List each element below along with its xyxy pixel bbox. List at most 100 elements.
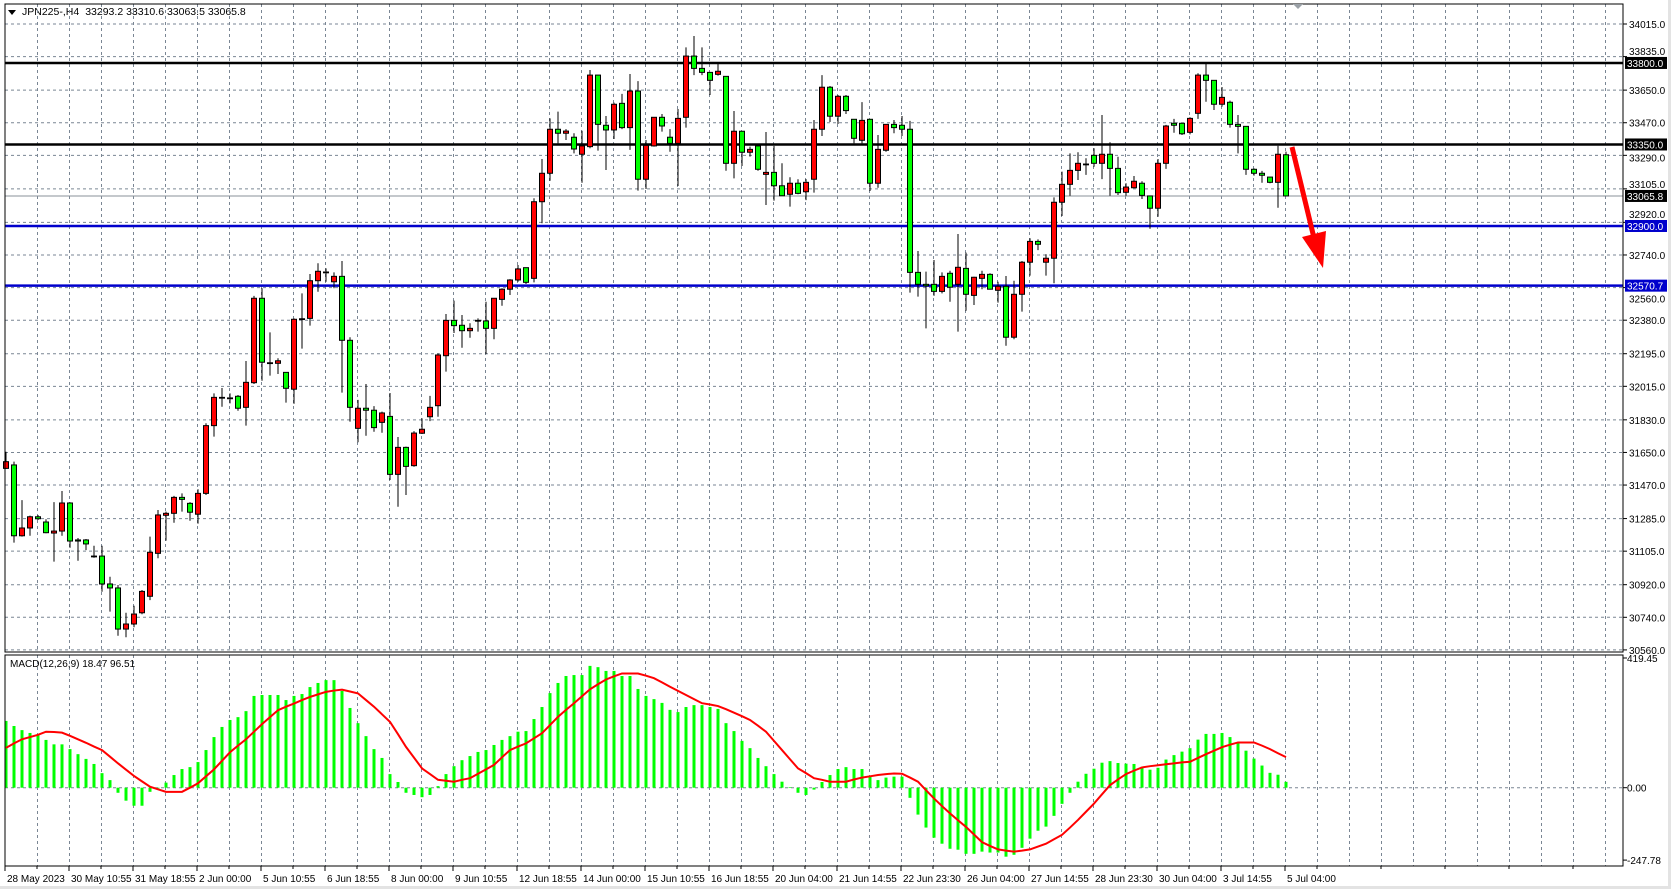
bear-candle (283, 371, 289, 389)
bear-candle (771, 171, 777, 187)
macd-histogram-bar (1180, 751, 1184, 788)
macd-histogram-bar (692, 705, 696, 788)
macd-histogram-bar (1220, 732, 1224, 788)
macd-histogram-bar (708, 707, 712, 788)
macd-histogram-bar (780, 781, 784, 788)
panel-frames (4, 3, 1624, 867)
bull-candle (763, 171, 769, 175)
bull-candle (1067, 169, 1073, 185)
price-tick-label: 31830.0 (1629, 416, 1666, 427)
bull-candle (411, 432, 417, 467)
macd-histogram-bar (140, 787, 144, 806)
macd-histogram-bar (852, 769, 856, 788)
macd-histogram-bar (1060, 787, 1064, 804)
bull-candle (227, 397, 233, 400)
bull-candle (155, 514, 161, 554)
bull-candle (275, 360, 281, 364)
macd-histogram-bar (1052, 787, 1056, 816)
bear-candle (699, 67, 705, 73)
macd-tick-label: 0.00 (1627, 784, 1647, 795)
bear-candle (67, 502, 73, 542)
macd-histogram-bar (676, 712, 680, 788)
macd-histogram-bar (788, 787, 792, 788)
macd-histogram-bar (404, 787, 408, 793)
bear-candle (1035, 240, 1041, 245)
price-level-label-box (1625, 138, 1667, 151)
macd-histogram-bar (1076, 781, 1080, 788)
macd-histogram-bar (1196, 739, 1200, 788)
bull-candle (1051, 201, 1057, 259)
price-level-label-box (1625, 219, 1667, 232)
price-tick-label: 32380.0 (1629, 316, 1666, 327)
price-tick-label: 31105.0 (1629, 547, 1665, 558)
bear-candle (691, 55, 697, 69)
macd-histogram-bar (580, 675, 584, 788)
macd-histogram-bar (556, 682, 560, 788)
macd-histogram-bar (684, 707, 688, 788)
candles (3, 35, 1289, 638)
bull-candle (939, 275, 945, 292)
macd-histogram-bar (60, 744, 64, 788)
bear-candle (635, 90, 641, 180)
macd-histogram-bar (452, 766, 456, 788)
macd-histogram-bar (252, 695, 256, 788)
bear-candle (571, 136, 577, 150)
macd-histogram-bar (316, 682, 320, 788)
time-tick-label: 16 Jun 18:55 (711, 874, 769, 885)
chart-shift-marker-icon[interactable] (1293, 4, 1303, 9)
price-tick-label: 31285.0 (1629, 515, 1666, 526)
macd-histogram-bar (340, 690, 344, 788)
bull-candle (1219, 96, 1225, 105)
bear-candle (523, 267, 529, 283)
macd-histogram-bar (1188, 748, 1192, 788)
macd-histogram-bar (76, 754, 80, 788)
bear-candle (555, 128, 561, 134)
price-tick-label: 33835.0 (1629, 47, 1666, 58)
price-level-label: 32570.7 (1627, 282, 1664, 293)
bull-candle (219, 396, 225, 399)
time-tick-label: 28 Jun 23:30 (1095, 874, 1153, 885)
chart-title: JPN225-,H4 33293.2 33310.6 33063.5 33065… (8, 6, 246, 18)
bull-candle (1083, 163, 1089, 166)
macd-histogram-bar (612, 670, 616, 788)
caret-down-icon[interactable] (8, 9, 16, 15)
macd-histogram-bar (308, 687, 312, 788)
bull-candle (3, 461, 9, 469)
bull-candle (1059, 183, 1065, 203)
macd-histogram-bar (588, 665, 592, 788)
macd-histogram-bar (4, 720, 8, 788)
time-tick-label: 12 Jun 18:55 (519, 874, 577, 885)
symbol-label: JPN225-,H4 (22, 6, 80, 18)
bull-candle (1131, 180, 1137, 189)
macd-histogram-bar (500, 739, 504, 788)
bull-candle (499, 288, 505, 300)
macd-histogram-bar (932, 787, 936, 838)
bull-candle (243, 381, 249, 408)
bull-candle (163, 512, 169, 516)
macd-tick-label: 419.45 (1627, 654, 1658, 665)
bear-candle (987, 273, 993, 290)
macd-histogram-bar (396, 782, 400, 788)
bear-candle (99, 555, 105, 585)
bear-candle (779, 185, 785, 197)
bear-candle (755, 145, 761, 170)
macd-histogram-bar (1260, 765, 1264, 788)
macd-histogram-bar (796, 787, 800, 793)
bull-candle (531, 201, 537, 279)
bull-candle (1099, 153, 1105, 164)
macd-histogram-bar (964, 787, 968, 854)
macd-histogram-bar (1244, 750, 1248, 788)
bull-candle (467, 327, 473, 332)
bear-candle (483, 320, 489, 329)
macd-histogram-bar (492, 744, 496, 788)
macd-histogram-bar (532, 719, 536, 788)
macd-histogram-bar (980, 787, 984, 852)
macd-histogram-bar (1172, 755, 1176, 788)
bear-candle (403, 446, 409, 467)
bear-candle (603, 124, 609, 131)
bear-candle (891, 123, 897, 129)
bear-candle (667, 136, 673, 144)
bull-candle (579, 145, 585, 155)
